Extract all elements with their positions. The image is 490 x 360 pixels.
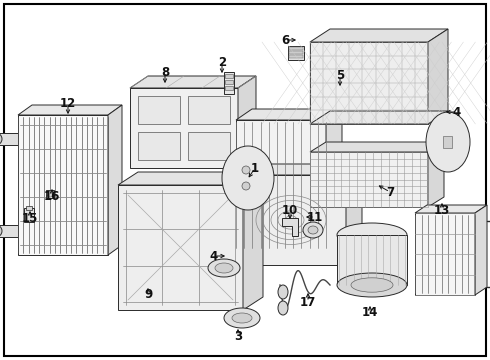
Bar bbox=[138, 132, 180, 160]
Polygon shape bbox=[243, 172, 263, 310]
Bar bbox=[443, 136, 452, 148]
Text: 6: 6 bbox=[281, 33, 289, 46]
Polygon shape bbox=[236, 109, 342, 120]
Polygon shape bbox=[18, 105, 122, 115]
Bar bbox=[138, 96, 180, 124]
Ellipse shape bbox=[47, 191, 53, 197]
Polygon shape bbox=[337, 235, 407, 285]
Polygon shape bbox=[130, 76, 256, 88]
Polygon shape bbox=[310, 42, 428, 124]
Text: 2: 2 bbox=[218, 55, 226, 68]
Ellipse shape bbox=[278, 285, 288, 299]
Text: 14: 14 bbox=[362, 306, 378, 320]
Text: 12: 12 bbox=[60, 96, 76, 109]
Ellipse shape bbox=[215, 263, 233, 273]
Ellipse shape bbox=[222, 146, 274, 210]
Ellipse shape bbox=[337, 273, 407, 297]
Ellipse shape bbox=[208, 259, 240, 277]
Polygon shape bbox=[118, 185, 243, 310]
Ellipse shape bbox=[0, 133, 2, 145]
Ellipse shape bbox=[426, 112, 470, 172]
Text: 4: 4 bbox=[453, 105, 461, 118]
Polygon shape bbox=[475, 205, 487, 295]
Text: 15: 15 bbox=[22, 212, 38, 225]
Polygon shape bbox=[326, 109, 342, 250]
Polygon shape bbox=[0, 225, 18, 237]
Bar bbox=[289, 51, 303, 54]
Bar bbox=[225, 74, 233, 78]
Bar bbox=[224, 72, 234, 94]
Polygon shape bbox=[0, 133, 18, 145]
Ellipse shape bbox=[278, 301, 288, 315]
Polygon shape bbox=[310, 29, 448, 42]
Bar bbox=[225, 80, 233, 84]
Bar bbox=[288, 46, 304, 60]
Bar bbox=[289, 55, 303, 58]
Polygon shape bbox=[282, 218, 298, 236]
Bar bbox=[46, 190, 54, 198]
Text: 17: 17 bbox=[300, 296, 316, 309]
Polygon shape bbox=[310, 111, 448, 124]
Polygon shape bbox=[118, 172, 263, 185]
Ellipse shape bbox=[232, 313, 252, 323]
Ellipse shape bbox=[242, 166, 250, 174]
Ellipse shape bbox=[308, 226, 318, 234]
Ellipse shape bbox=[224, 308, 260, 328]
Text: 4: 4 bbox=[210, 249, 218, 262]
Bar bbox=[188, 132, 230, 160]
Bar bbox=[225, 86, 233, 90]
Text: 5: 5 bbox=[336, 68, 344, 81]
Bar bbox=[24, 208, 34, 222]
Text: 13: 13 bbox=[434, 203, 450, 216]
Ellipse shape bbox=[351, 278, 393, 292]
Polygon shape bbox=[346, 164, 362, 265]
Text: 7: 7 bbox=[386, 185, 394, 198]
Polygon shape bbox=[236, 120, 326, 250]
Ellipse shape bbox=[303, 222, 323, 238]
Text: 9: 9 bbox=[144, 288, 152, 302]
Text: 16: 16 bbox=[44, 189, 60, 202]
Polygon shape bbox=[130, 88, 238, 168]
Polygon shape bbox=[415, 213, 475, 295]
Polygon shape bbox=[238, 76, 256, 168]
Polygon shape bbox=[108, 105, 122, 255]
Polygon shape bbox=[310, 142, 444, 152]
Text: 10: 10 bbox=[282, 203, 298, 216]
Polygon shape bbox=[428, 142, 444, 207]
Polygon shape bbox=[236, 175, 346, 265]
Text: 8: 8 bbox=[161, 66, 169, 78]
Ellipse shape bbox=[0, 225, 2, 237]
Text: 3: 3 bbox=[234, 329, 242, 342]
Bar bbox=[289, 47, 303, 50]
Polygon shape bbox=[310, 152, 428, 207]
Polygon shape bbox=[18, 115, 108, 255]
Ellipse shape bbox=[337, 223, 407, 247]
Polygon shape bbox=[428, 29, 448, 124]
Polygon shape bbox=[236, 164, 362, 175]
Ellipse shape bbox=[242, 182, 250, 190]
Polygon shape bbox=[415, 205, 487, 213]
Text: 11: 11 bbox=[307, 211, 323, 224]
Text: 1: 1 bbox=[251, 162, 259, 175]
Bar bbox=[26, 206, 32, 210]
Bar bbox=[188, 96, 230, 124]
